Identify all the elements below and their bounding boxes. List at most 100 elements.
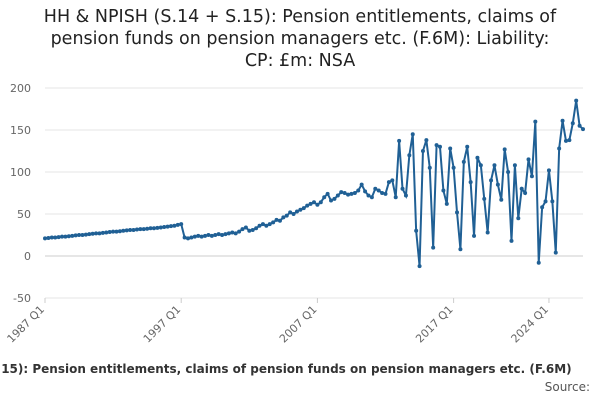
data-point[interactable] [397, 138, 402, 143]
data-point[interactable] [553, 250, 558, 255]
data-point[interactable] [519, 186, 524, 191]
data-point[interactable] [175, 222, 180, 227]
data-point[interactable] [49, 235, 54, 240]
data-point[interactable] [257, 223, 262, 228]
data-point[interactable] [90, 231, 95, 236]
data-point[interactable] [254, 226, 259, 231]
data-point[interactable] [417, 264, 422, 269]
data-point[interactable] [138, 227, 143, 232]
data-point[interactable] [342, 191, 347, 195]
data-point[interactable] [420, 149, 425, 153]
data-point[interactable] [325, 191, 330, 196]
data-point[interactable] [172, 223, 177, 228]
data-point[interactable] [60, 234, 65, 239]
data-point[interactable] [182, 235, 187, 240]
data-point[interactable] [250, 227, 255, 232]
data-point[interactable] [312, 200, 316, 205]
data-point[interactable] [506, 170, 511, 174]
data-point[interactable] [339, 190, 344, 195]
data-point[interactable] [444, 201, 449, 206]
data-point[interactable] [431, 245, 436, 250]
data-point[interactable] [472, 233, 477, 238]
data-point[interactable] [179, 222, 184, 227]
data-point[interactable] [223, 232, 228, 237]
data-point[interactable] [230, 230, 235, 235]
data-point[interactable] [563, 138, 568, 143]
data-point[interactable] [83, 232, 88, 237]
data-point[interactable] [226, 231, 231, 236]
data-point[interactable] [66, 234, 71, 239]
data-point[interactable] [117, 229, 122, 234]
data-point[interactable] [322, 195, 327, 200]
data-point[interactable] [121, 228, 126, 233]
data-point[interactable] [455, 210, 460, 215]
data-point[interactable] [305, 203, 310, 208]
data-point[interactable] [567, 138, 572, 143]
data-point[interactable] [104, 230, 109, 235]
data-point[interactable] [277, 218, 282, 223]
data-point[interactable] [107, 230, 112, 235]
data-point[interactable] [243, 225, 248, 230]
data-point[interactable] [533, 119, 538, 124]
data-point[interactable] [478, 163, 483, 168]
data-point[interactable] [128, 227, 133, 232]
data-point[interactable] [111, 229, 116, 234]
data-point[interactable] [386, 180, 391, 185]
data-point[interactable] [363, 189, 368, 194]
data-point[interactable] [264, 223, 269, 228]
data-point[interactable] [581, 127, 585, 132]
data-point[interactable] [502, 147, 507, 152]
data-point[interactable] [369, 195, 374, 200]
data-point[interactable] [543, 199, 548, 204]
data-point[interactable] [97, 231, 102, 236]
data-point[interactable] [233, 231, 238, 236]
data-point[interactable] [574, 98, 579, 103]
data-point[interactable] [196, 233, 201, 238]
data-point[interactable] [94, 231, 99, 236]
data-point[interactable] [329, 198, 334, 203]
data-point[interactable] [220, 233, 225, 237]
data-point[interactable] [376, 188, 381, 193]
data-point[interactable] [499, 197, 504, 202]
data-point[interactable] [165, 224, 170, 229]
data-point[interactable] [168, 224, 173, 229]
data-point[interactable] [536, 260, 541, 265]
data-point[interactable] [570, 121, 575, 126]
data-point[interactable] [424, 138, 429, 143]
data-point[interactable] [240, 227, 245, 232]
data-point[interactable] [403, 193, 408, 198]
data-point[interactable] [414, 228, 419, 233]
data-point[interactable] [80, 233, 85, 237]
data-point[interactable] [427, 165, 432, 170]
data-point[interactable] [87, 232, 92, 237]
data-point[interactable] [141, 227, 146, 232]
data-point[interactable] [482, 196, 487, 201]
data-point[interactable] [393, 195, 398, 200]
data-point[interactable] [284, 213, 289, 218]
data-point[interactable] [271, 220, 276, 225]
data-point[interactable] [550, 199, 555, 204]
data-point[interactable] [451, 165, 456, 170]
data-point[interactable] [366, 193, 371, 198]
data-point[interactable] [63, 234, 68, 239]
data-point[interactable] [529, 174, 534, 179]
data-point[interactable] [308, 201, 313, 206]
data-point[interactable] [281, 215, 286, 220]
data-point[interactable] [461, 159, 466, 164]
data-point[interactable] [124, 228, 129, 233]
data-point[interactable] [46, 235, 51, 240]
data-point[interactable] [441, 188, 446, 193]
data-point[interactable] [349, 191, 354, 196]
data-point[interactable] [380, 191, 385, 195]
data-point[interactable] [468, 180, 473, 185]
data-point[interactable] [489, 178, 494, 183]
data-point[interactable] [237, 229, 242, 234]
data-point[interactable] [509, 238, 514, 243]
data-point[interactable] [492, 163, 497, 168]
data-point[interactable] [475, 155, 480, 160]
data-point[interactable] [213, 233, 218, 237]
data-point[interactable] [359, 182, 364, 187]
data-point[interactable] [577, 123, 582, 128]
data-point[interactable] [216, 232, 221, 237]
data-point[interactable] [260, 222, 265, 227]
